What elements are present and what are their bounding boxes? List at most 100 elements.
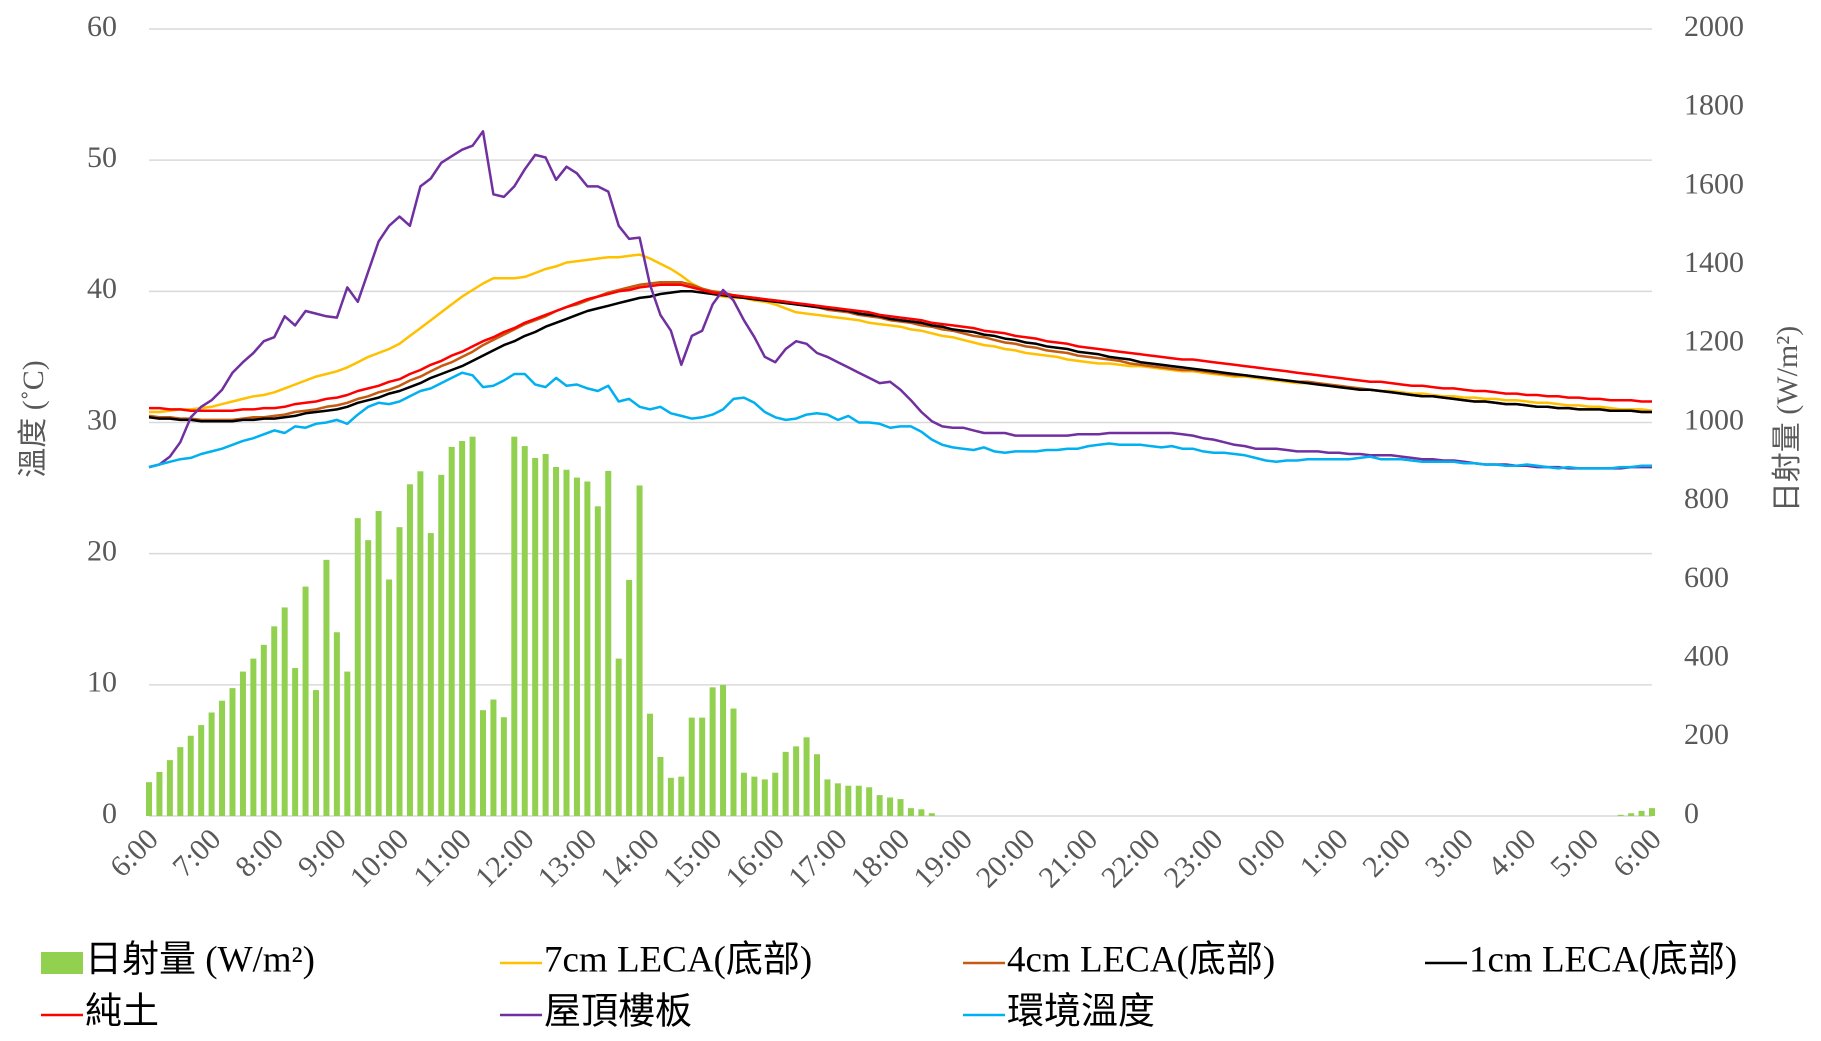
bar [887,797,894,816]
bar [782,751,789,816]
bar [667,777,674,816]
y-tick-label: 10 [87,666,117,699]
bar [626,579,633,816]
bar [855,785,862,816]
x-tick-label: 13:00 [532,822,604,894]
x-tick-label: 20:00 [970,822,1042,894]
bar [563,469,570,816]
bar [260,644,267,816]
bar [866,787,873,816]
bar [709,687,716,816]
x-tick-label: 7:00 [166,822,227,883]
bar [271,626,278,816]
legend-label: 4cm LECA(底部) [1007,938,1275,980]
grid [149,28,1652,817]
y2-tick-label: 1400 [1684,246,1744,279]
plot-area [146,130,1655,816]
bar [1617,814,1624,816]
y2-tick-label: 1000 [1684,403,1744,436]
x-tick-label: 4:00 [1482,822,1543,883]
bar [250,658,257,816]
x-tick-label: 5:00 [1544,822,1605,883]
bar [344,671,351,816]
bar [427,533,434,816]
bar [229,688,236,816]
bar [177,747,184,816]
x-tick-label: 10:00 [344,822,416,894]
bar [386,579,393,816]
bar [720,684,727,816]
y2-tick-label: 1600 [1684,167,1744,200]
bar [573,477,580,816]
bar [239,671,246,816]
bar [302,586,309,816]
bar [323,559,330,816]
y2-tick-label: 1800 [1684,89,1744,122]
x-tick-label: 17:00 [782,822,854,894]
x-tick-label: 6:00 [104,822,165,883]
bar [459,440,466,816]
bar [511,436,518,816]
bar [553,466,560,816]
x-tick-label: 12:00 [469,822,541,894]
legend-swatch [41,952,83,974]
bar [500,717,507,816]
bar [793,746,800,816]
bar [333,632,340,816]
bar [166,760,173,816]
bar [146,782,152,816]
bar [761,779,768,816]
bar [845,785,852,816]
line [148,130,1652,470]
y2-axis-label: 日射量 (W/m²) [1771,326,1804,512]
bar [448,446,455,816]
bar [354,518,361,816]
bar [699,717,706,816]
x-tick-label: 0:00 [1231,822,1292,883]
x-tick-label: 1:00 [1294,822,1355,883]
bar [438,474,445,816]
bar [281,607,288,816]
bar [605,470,612,816]
line [148,290,1652,423]
bar [1638,810,1645,816]
x-tick-label: 18:00 [845,822,917,894]
bar [542,453,549,816]
bar [657,756,664,816]
y2-tick-label: 800 [1684,482,1729,515]
line [149,253,1653,414]
y2-tick-label: 400 [1684,639,1729,672]
x-tick-label: 8:00 [229,822,290,883]
x-tick-label: 9:00 [292,822,353,883]
x-tick-label: 2:00 [1356,822,1417,883]
bar [740,772,747,816]
bar [876,795,883,816]
bar [198,725,205,816]
x-tick-label: 14:00 [594,822,666,894]
bar [521,446,528,816]
legend: 日射量 (W/m²) 7cm LECA(底部) 4cm LECA(底部) 1cm LE… [41,938,1737,1032]
bar [292,668,299,816]
bar [647,713,653,816]
legend-label: 日射量 (W/m²) [85,938,315,980]
x-tick-label: 19:00 [907,822,979,894]
legend-label: 1cm LECA(底部) [1469,938,1737,980]
line [148,371,1652,470]
bar [156,771,163,816]
y-tick-label: 20 [87,535,117,568]
y-tick-label: 30 [87,403,117,436]
bar [406,484,413,816]
bar [469,436,476,816]
bar [824,779,831,816]
x-tick-label: 16:00 [719,822,791,894]
bar [814,754,820,816]
bar [636,485,643,816]
bar [375,511,382,816]
x-tick-label: 11:00 [407,822,478,893]
y2-tick-label: 0 [1684,797,1699,830]
x-tick-label: 22:00 [1095,822,1167,894]
bar [584,481,591,816]
x-tick-label: 3:00 [1419,822,1480,883]
x-tick-label: 6:00 [1607,822,1668,883]
line [149,283,1652,412]
